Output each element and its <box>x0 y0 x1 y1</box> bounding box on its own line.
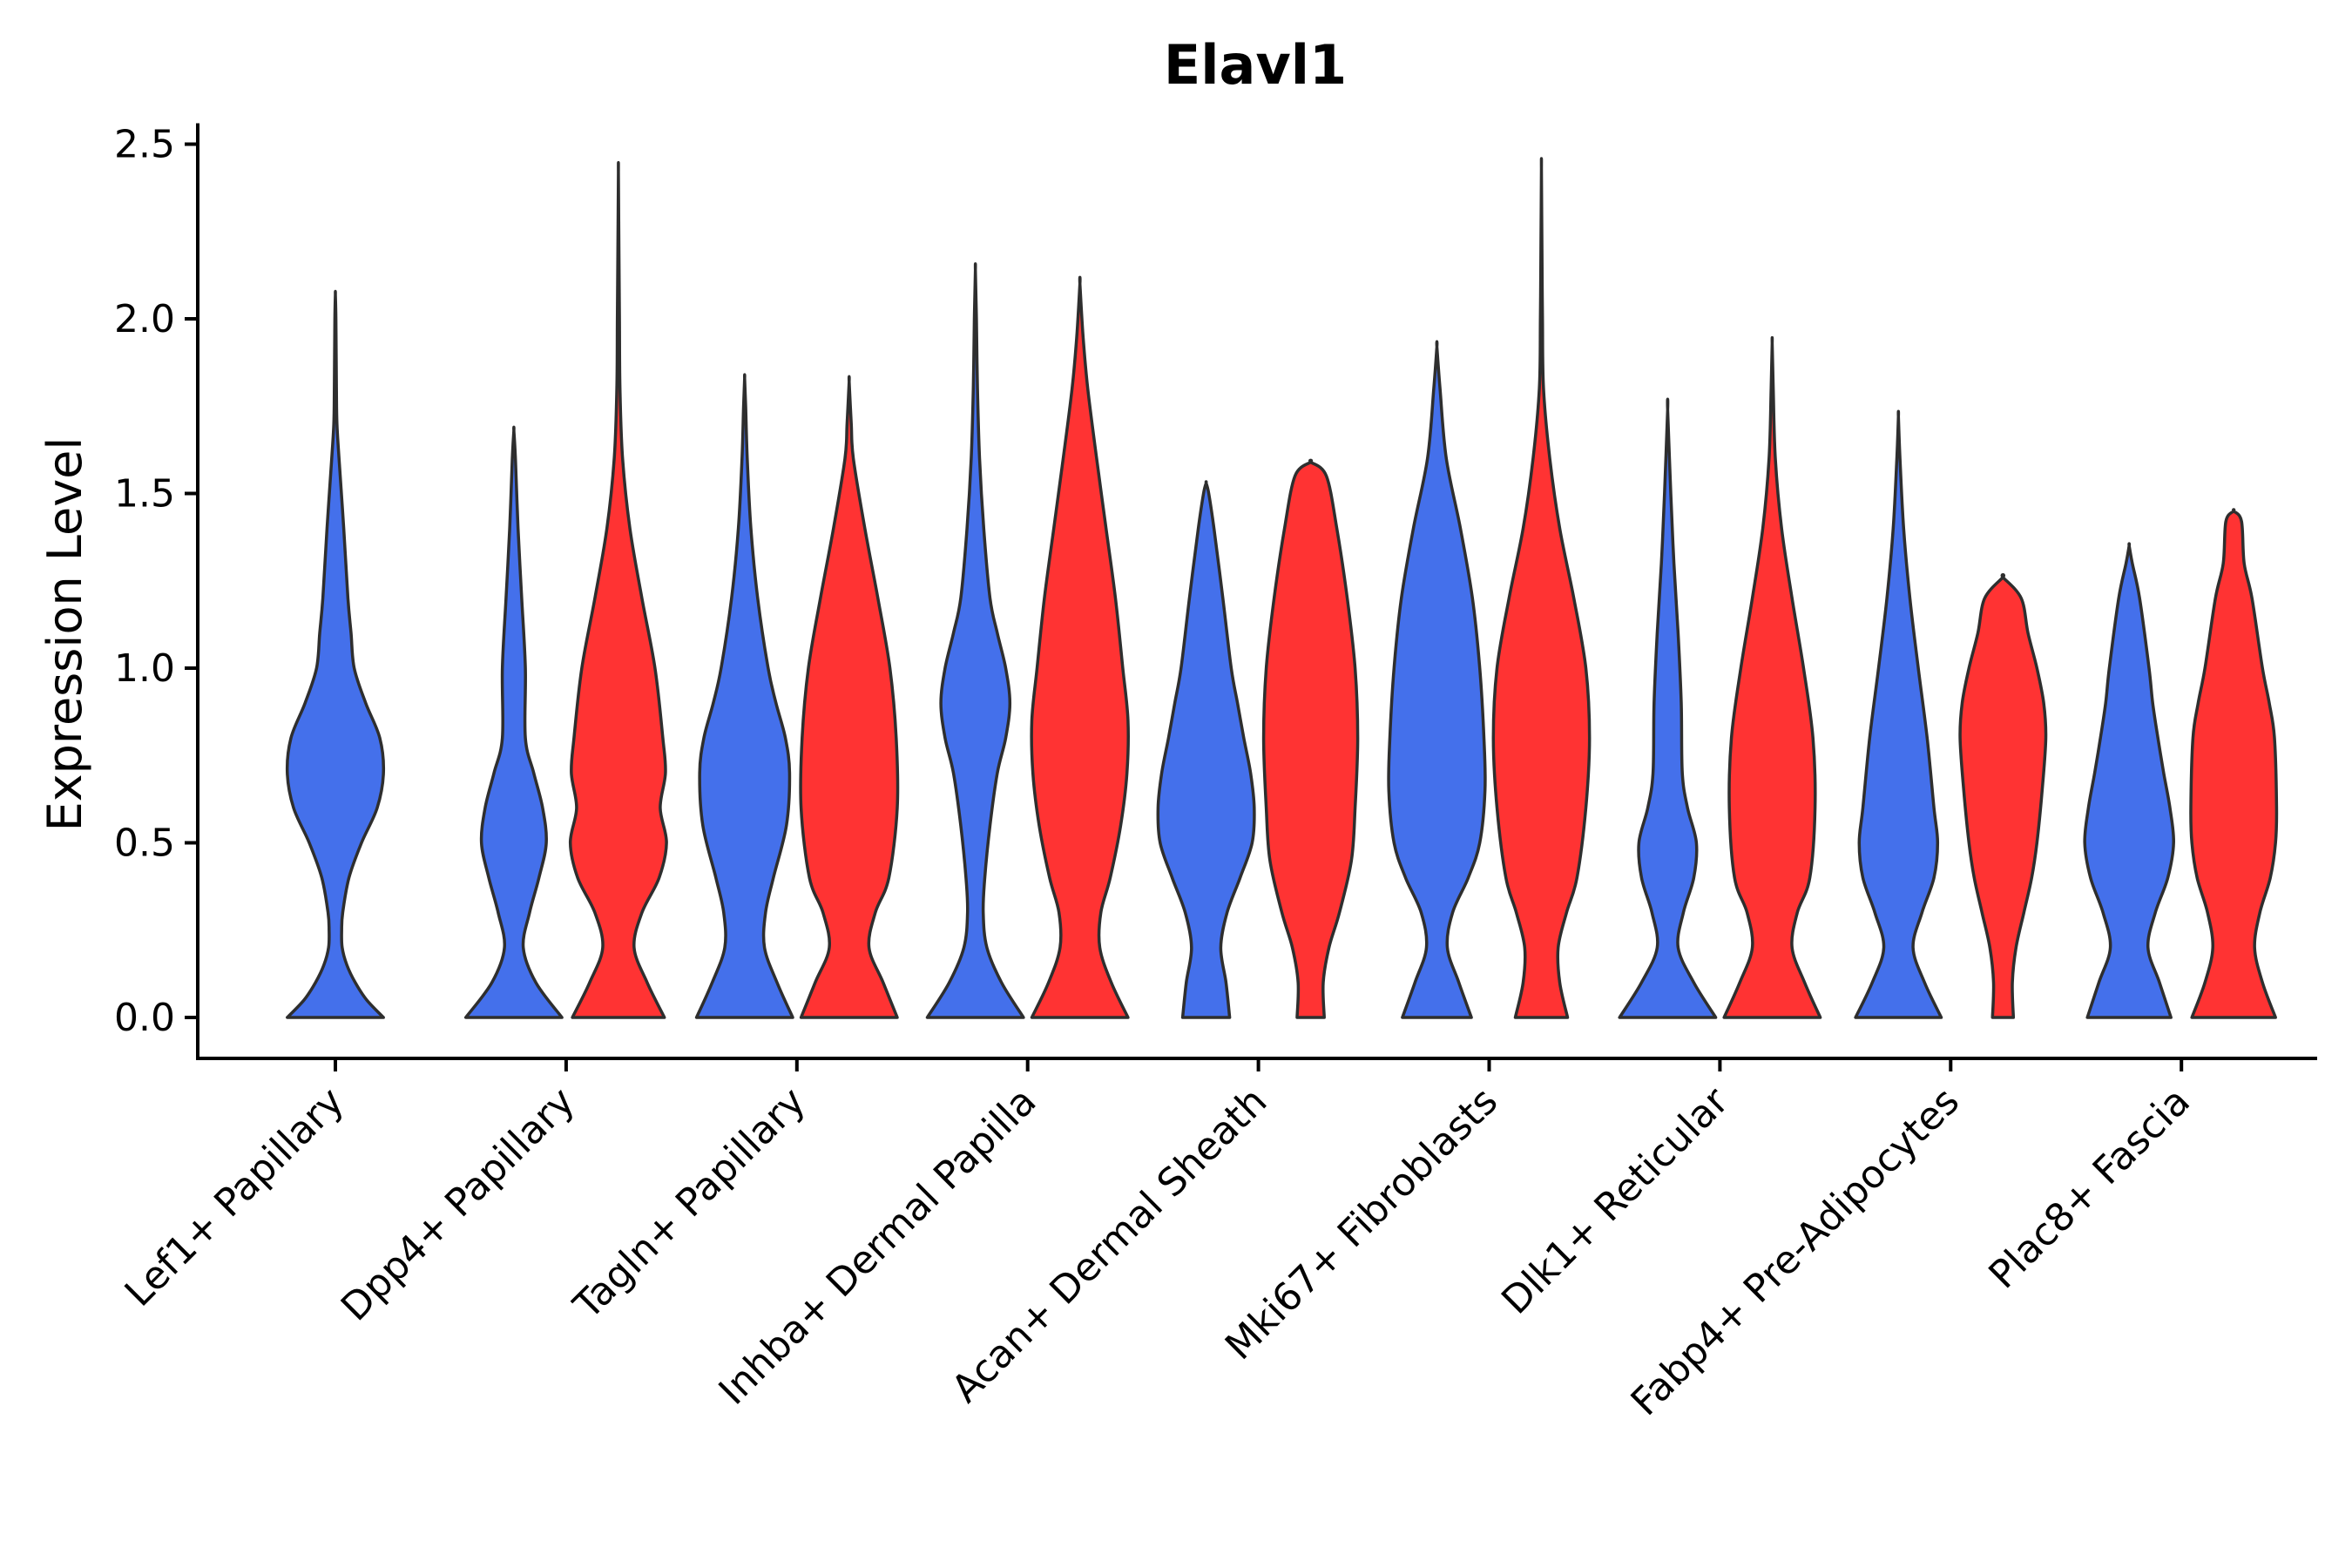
y-axis-label: Expression Level <box>37 437 92 832</box>
violin-red-mki67-fibroblasts <box>1491 157 1592 1019</box>
x-tick-label: Tagln+ Papillary <box>564 1079 814 1328</box>
violin-red-dpp4-papillary <box>568 160 668 1019</box>
plot-area: 0.0 0.5 1.0 1.5 2.0 2.5 Lef1+ PapillaryDpp4+ … <box>114 123 2317 1424</box>
violin-red-inhba-dermal-papilla <box>1030 275 1130 1019</box>
violin-blue-inhba-dermal-papilla <box>925 262 1025 1019</box>
violin-red-acan-dermal-sheath <box>1261 458 1360 1019</box>
violin-blue-plac8-fascia <box>2083 542 2175 1019</box>
y-tick-label: 1.0 <box>114 646 175 691</box>
violin-group <box>285 157 2279 1019</box>
y-tick-label: 2.5 <box>114 123 175 167</box>
y-tick-label: 1.5 <box>114 472 175 517</box>
violin-blue-lef1-papillary <box>285 289 386 1019</box>
y-tick-label: 0.5 <box>114 821 175 866</box>
y-tick-label: 2.0 <box>114 297 175 341</box>
violin-red-tagln-papillary <box>799 375 900 1019</box>
y-tick-label: 0.0 <box>114 996 175 1040</box>
x-tick-label: Dpp4+ Papillary <box>333 1079 584 1330</box>
violin-blue-mki67-fibroblasts <box>1387 340 1487 1019</box>
violin-blue-acan-dermal-sheath <box>1156 480 1256 1019</box>
x-tick-label: Lef1+ Papillary <box>117 1079 353 1315</box>
violin-red-plac8-fascia <box>2189 508 2279 1019</box>
violin-blue-dlk1-reticular <box>1618 397 1718 1019</box>
violin-blue-dpp4-papillary <box>463 425 564 1019</box>
y-axis: 0.0 0.5 1.0 1.5 2.0 2.5 <box>114 123 199 1058</box>
violin-blue-fabp4-pre-adipocytes <box>1854 409 1943 1019</box>
x-tick-label: Plac8+ Fascia <box>1980 1079 2199 1298</box>
violin-red-dlk1-reticular <box>1722 335 1822 1019</box>
violin-blue-tagln-papillary <box>694 373 794 1019</box>
chart-title: Elavl1 <box>1164 33 1347 97</box>
x-tick-label: Dlk1+ Reticular <box>1493 1078 1738 1323</box>
violin-red-fabp4-pre-adipocytes <box>1958 573 2048 1019</box>
